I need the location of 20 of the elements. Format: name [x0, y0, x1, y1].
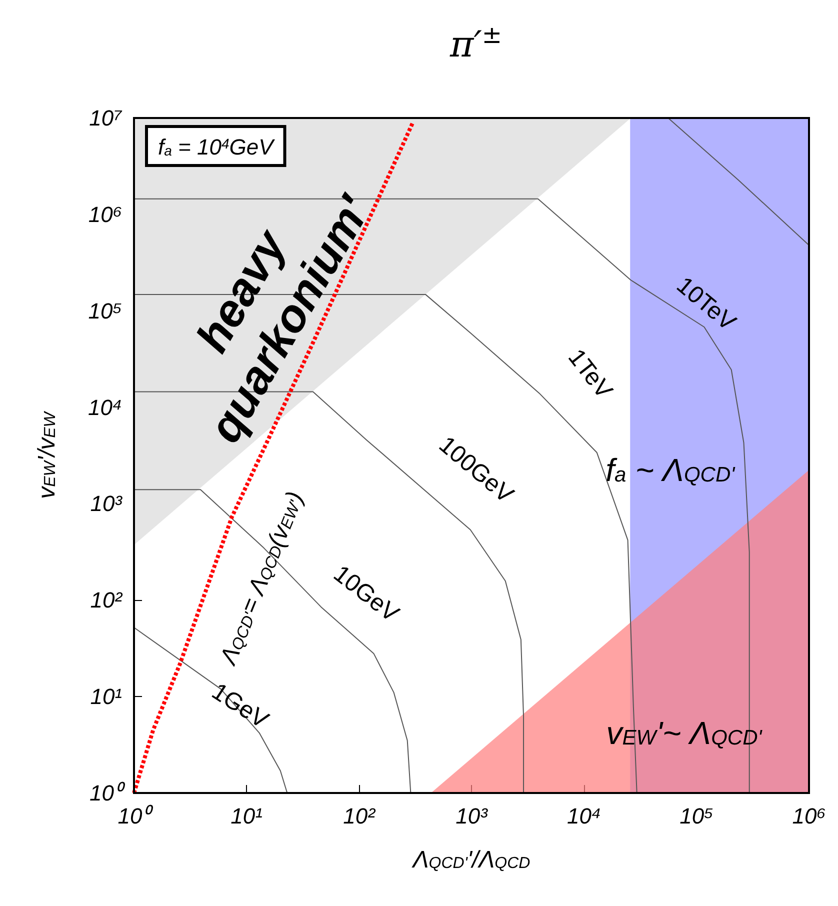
- x-tick-label: 10⁶: [792, 804, 826, 828]
- x-axis-title: ΛQCD''/ΛQCD: [410, 846, 531, 874]
- y-tick-label: 10⁶: [88, 202, 122, 227]
- y-tick-label: 10¹: [90, 684, 122, 710]
- y-tick-label: 10⁵: [88, 298, 122, 324]
- x-tick-label: 10⁰: [118, 804, 154, 828]
- x-tick-label: 10¹: [230, 804, 262, 828]
- y-tick-label: 10⁴: [88, 394, 122, 420]
- x-tick-label: 10⁵: [680, 804, 714, 828]
- y-tick-label: 10⁰: [90, 780, 126, 806]
- y-tick-label: 10⁷: [89, 106, 123, 130]
- x-tick-label: 10⁴: [567, 804, 601, 828]
- x-tick-label: 10³: [456, 804, 488, 828]
- band-label: fa ~ ΛQCD': [606, 452, 736, 488]
- y-axis-title: vEW'/vEW: [34, 410, 60, 499]
- annotation: 1GeV: [206, 678, 274, 734]
- chart-title: π′±: [449, 21, 502, 66]
- x-tick-label: 10²: [343, 804, 376, 828]
- y-tick-label: 10²: [90, 588, 123, 613]
- y-tick-label: 10³: [90, 491, 123, 516]
